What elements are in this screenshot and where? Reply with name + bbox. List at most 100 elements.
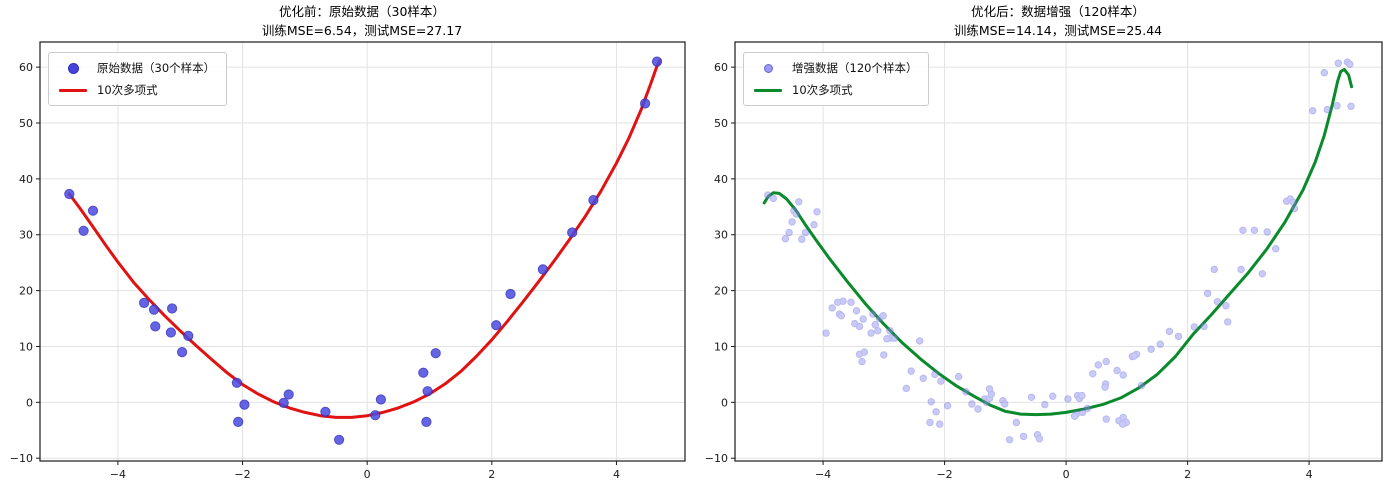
- y-tick-label: −10: [10, 452, 33, 465]
- scatter-point: [1282, 197, 1291, 205]
- legend-label: 原始数据（30个样本）: [97, 61, 216, 75]
- x-tick-label: 4: [1306, 468, 1313, 481]
- line-marker-icon: [58, 88, 88, 92]
- plot-subtitle-before: 训练MSE=6.54，测试MSE=27.17: [261, 22, 463, 38]
- scatter-point: [640, 98, 651, 109]
- scatter-point: [1200, 322, 1208, 331]
- scatter-point: [837, 312, 845, 320]
- scatter-point: [1210, 265, 1219, 274]
- x-tick-label: −2: [936, 468, 952, 481]
- y-tick-label: 0: [26, 396, 33, 409]
- scatter-point: [1089, 370, 1097, 378]
- legend-label: 10次多项式: [792, 83, 853, 97]
- x-tick-label: −4: [110, 468, 126, 481]
- y-tick-label: 10: [714, 340, 728, 353]
- x-tick-label: 4: [613, 468, 620, 481]
- scatter-point: [183, 330, 194, 341]
- scatter-point: [962, 388, 970, 396]
- scatter-point: [902, 384, 910, 393]
- plot-title-after: 优化后：数据增强（120样本）: [971, 4, 1145, 19]
- scatter-point: [871, 321, 879, 329]
- scatter-point: [813, 208, 821, 216]
- scatter-point: [1035, 435, 1044, 443]
- scatter-point: [919, 374, 927, 382]
- scatter-point: [430, 348, 441, 359]
- legend-item-original-data: 原始数据（30个样本）: [58, 60, 215, 76]
- scatter-point: [1113, 366, 1121, 375]
- scatter-point: [1101, 383, 1109, 391]
- axes-spines: [39, 41, 686, 462]
- axes-spines: [734, 41, 1383, 462]
- scatter-point: [1070, 412, 1079, 420]
- grid-layer: [735, 42, 1382, 461]
- y-axis: −10 0 10 20 30 40 50 60: [705, 61, 735, 465]
- scatter-point: [943, 402, 952, 410]
- x-tick-label: 2: [1184, 468, 1191, 481]
- x-tick-label: 0: [1063, 468, 1070, 481]
- x-tick-label: −2: [234, 468, 250, 481]
- scatter-point: [795, 198, 803, 206]
- scatter-point: [879, 312, 887, 320]
- scatter-point: [887, 334, 895, 342]
- scatter-point: [931, 370, 939, 379]
- scatter-point: [370, 410, 381, 421]
- scatter-point: [239, 399, 250, 410]
- y-axis: −10 0 10 20 30 40 50 60: [10, 61, 40, 465]
- scatter-point: [1263, 228, 1271, 236]
- scatter-point: [1165, 327, 1174, 336]
- scatter-point: [177, 347, 188, 358]
- y-tick-label: 60: [714, 61, 728, 74]
- y-tick-label: 30: [714, 229, 728, 242]
- scatter-point: [801, 228, 810, 237]
- scatter-point: [567, 227, 578, 238]
- subplot-after: −4 −2 0 2 4 −10 0 10 20 30 40 50 60: [705, 41, 1383, 481]
- scatter-point: [150, 321, 161, 332]
- scatter-point: [798, 235, 806, 243]
- scatter-point: [283, 389, 294, 400]
- fit-curve: [67, 58, 662, 419]
- x-axis: −4 −2 0 2 4: [110, 461, 620, 481]
- scatter-point: [1190, 323, 1199, 331]
- scatter-point: [1334, 59, 1343, 67]
- scatter-point: [907, 367, 915, 375]
- scatter-point: [87, 205, 99, 216]
- scatter-point: [231, 377, 242, 388]
- grid-layer: [40, 42, 685, 461]
- scatter-point: [1323, 105, 1332, 114]
- scatter-point: [1258, 270, 1267, 278]
- subplot-after-title-block: 优化后：数据增强（120样本） 训练MSE=14.14，测试MSE=25.44: [954, 3, 1162, 40]
- scatter-point: [1049, 392, 1057, 400]
- scatter-point: [937, 377, 945, 385]
- scatter-point: [233, 416, 244, 427]
- scatter-point: [1137, 381, 1146, 390]
- scatter-point: [828, 304, 836, 312]
- scatter-point: [1309, 107, 1317, 115]
- scatter-point: [1289, 198, 1298, 207]
- line-marker-icon: [753, 88, 783, 92]
- scatter-point: [880, 351, 888, 359]
- scatter-point: [1174, 332, 1183, 341]
- x-axis: −4 −2 0 2 4: [815, 461, 1313, 481]
- scatter-point: [916, 337, 924, 345]
- scatter-point: [418, 367, 429, 378]
- legend-label: 增强数据（120个样本）: [792, 61, 918, 75]
- legend-item-augmented-data: 增强数据（120个样本）: [753, 60, 917, 76]
- subplot-before-title-block: 优化前：原始数据（30样本） 训练MSE=6.54，测试MSE=27.17: [262, 3, 462, 40]
- scatter-point: [874, 327, 882, 335]
- scatter-point: [985, 385, 994, 393]
- scatter-point: [1033, 431, 1042, 439]
- scatter-point: [1224, 318, 1232, 326]
- scatter-point: [422, 386, 433, 397]
- scatter-point: [1250, 226, 1259, 235]
- x-tick-label: 2: [488, 468, 495, 481]
- plot-title-before: 优化前：原始数据（30样本）: [279, 4, 445, 19]
- scatter-point: [1320, 69, 1329, 77]
- scatter-point: [1072, 410, 1081, 418]
- scatter-point: [785, 228, 793, 237]
- scatter-point: [852, 307, 861, 315]
- scatter-point: [139, 297, 150, 308]
- scatter-point: [537, 264, 549, 275]
- legend-item-polynomial: 10次多项式: [753, 82, 917, 98]
- scatter-point: [1075, 394, 1084, 403]
- scatter-point: [1156, 340, 1165, 348]
